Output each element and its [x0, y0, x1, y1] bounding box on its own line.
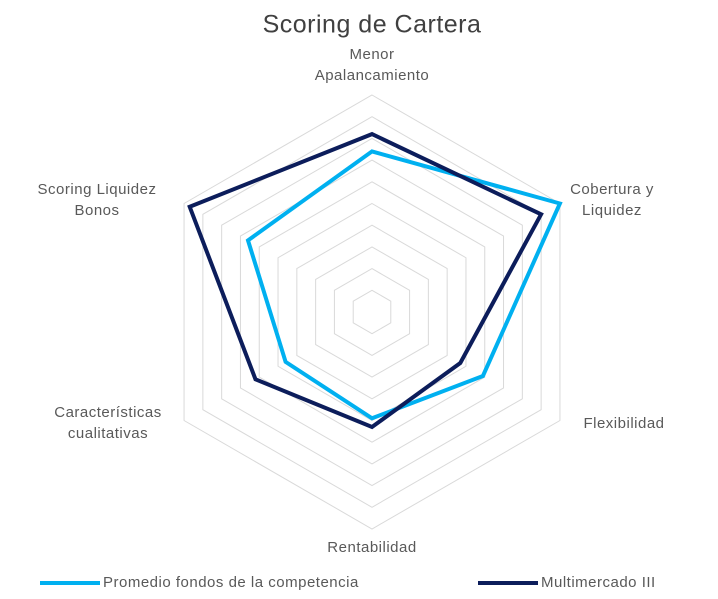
grid-ring [239, 159, 505, 465]
axis-label: cualitativas [68, 425, 148, 442]
axis-label: Menor [349, 46, 394, 63]
axis-label: Apalancamiento [315, 67, 430, 84]
grid-ring [258, 181, 486, 443]
grid-ring [333, 268, 411, 356]
axis-label: Bonos [74, 202, 119, 219]
axis-label: Cobertura y [570, 181, 654, 198]
grid-ring [221, 137, 523, 487]
axis-label: Rentabilidad [327, 539, 416, 556]
series-line [187, 131, 544, 430]
axis-label: Scoring Liquidez [38, 181, 157, 198]
axis-label: Características [54, 404, 162, 421]
grid-ring [352, 289, 392, 335]
grid-ring [296, 224, 448, 400]
axis-label: Flexibilidad [583, 415, 664, 432]
legend-label: Multimercado III [541, 574, 656, 591]
series-line [245, 149, 563, 421]
axis-label: Liquidez [582, 202, 642, 219]
grid-ring [202, 116, 542, 508]
legend-label: Promedio fondos de la competencia [103, 574, 359, 591]
grid-ring [277, 202, 467, 422]
grid-ring [315, 246, 429, 378]
chart-title: Scoring de Cartera [263, 11, 482, 39]
